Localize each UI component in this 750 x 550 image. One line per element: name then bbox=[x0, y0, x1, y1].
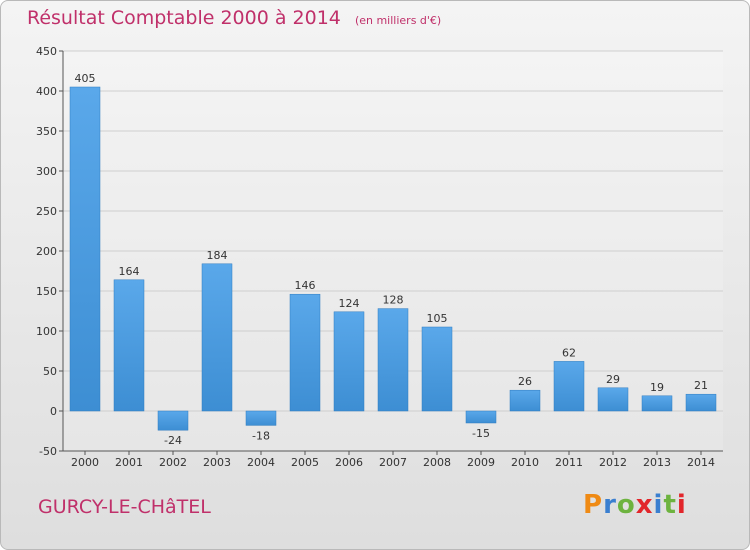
logo-letter: o bbox=[616, 490, 636, 520]
chart-title: Résultat Comptable 2000 à 2014 (en milli… bbox=[27, 7, 441, 29]
bar bbox=[157, 410, 189, 431]
y-tick-label: 50 bbox=[43, 365, 57, 378]
bar bbox=[553, 361, 585, 412]
data-label: 124 bbox=[339, 297, 360, 310]
data-label: 105 bbox=[427, 312, 448, 325]
logo-letter: t bbox=[663, 490, 677, 520]
x-tick-label: 2012 bbox=[599, 456, 627, 469]
bar bbox=[641, 395, 673, 412]
data-label: 21 bbox=[694, 379, 708, 392]
bar bbox=[597, 387, 629, 412]
proxiti-logo: Proxiti bbox=[583, 490, 687, 520]
logo-letter: i bbox=[653, 490, 664, 520]
bar bbox=[113, 279, 145, 412]
bar bbox=[685, 393, 717, 412]
y-tick-label: 450 bbox=[36, 45, 57, 58]
x-tick-label: 2001 bbox=[115, 456, 143, 469]
chart-title-text: Résultat Comptable 2000 à 2014 bbox=[27, 7, 341, 29]
bar bbox=[289, 293, 321, 412]
x-tick-label: 2002 bbox=[159, 456, 187, 469]
bar bbox=[69, 86, 101, 412]
x-tick-label: 2004 bbox=[247, 456, 275, 469]
bar bbox=[245, 410, 277, 426]
x-tick-label: 2009 bbox=[467, 456, 495, 469]
logo-letter: x bbox=[635, 490, 654, 520]
y-tick-label: 250 bbox=[36, 205, 57, 218]
chart-subtitle: (en milliers d'€) bbox=[354, 14, 442, 27]
x-tick-label: 2000 bbox=[71, 456, 99, 469]
x-tick-label: 2014 bbox=[687, 456, 715, 469]
bar bbox=[377, 308, 409, 412]
logo-letter: i bbox=[676, 490, 687, 520]
data-label: 19 bbox=[650, 381, 664, 394]
commune-name: GURCY-LE-CHâTEL bbox=[38, 496, 211, 518]
x-tick-label: 2011 bbox=[555, 456, 583, 469]
data-label: 26 bbox=[518, 375, 532, 388]
y-tick-label: 0 bbox=[50, 405, 57, 418]
y-tick-label: 350 bbox=[36, 125, 57, 138]
x-tick-label: 2010 bbox=[511, 456, 539, 469]
data-label: -15 bbox=[472, 427, 490, 440]
bar bbox=[509, 389, 541, 412]
data-label: 29 bbox=[606, 373, 620, 386]
logo-letter: r bbox=[603, 490, 617, 520]
y-tick-label: 200 bbox=[36, 245, 57, 258]
y-tick-label: 100 bbox=[36, 325, 57, 338]
x-tick-label: 2007 bbox=[379, 456, 407, 469]
data-label: 405 bbox=[75, 72, 96, 85]
x-tick-label: 2005 bbox=[291, 456, 319, 469]
x-tick-label: 2008 bbox=[423, 456, 451, 469]
data-label: -24 bbox=[164, 434, 182, 447]
bar bbox=[333, 311, 365, 412]
x-tick-label: 2013 bbox=[643, 456, 671, 469]
data-label: 184 bbox=[207, 249, 228, 262]
data-label: 62 bbox=[562, 346, 576, 359]
logo-letter: P bbox=[583, 490, 604, 520]
x-tick-label: 2006 bbox=[335, 456, 363, 469]
data-label: 164 bbox=[119, 265, 140, 278]
x-tick-label: 2003 bbox=[203, 456, 231, 469]
bar bbox=[201, 263, 233, 412]
data-label: -18 bbox=[252, 429, 270, 442]
data-label: 128 bbox=[383, 294, 404, 307]
y-tick-label: 150 bbox=[36, 285, 57, 298]
y-tick-label: -50 bbox=[39, 445, 57, 458]
y-tick-label: 300 bbox=[36, 165, 57, 178]
bar bbox=[465, 410, 497, 424]
y-tick-label: 400 bbox=[36, 85, 57, 98]
bar bbox=[421, 326, 453, 412]
data-label: 146 bbox=[295, 279, 316, 292]
